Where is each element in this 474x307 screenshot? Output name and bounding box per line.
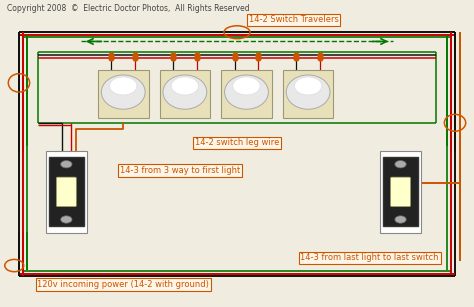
Ellipse shape	[163, 75, 207, 109]
FancyBboxPatch shape	[46, 151, 87, 233]
Text: 14-2 Switch Travelers: 14-2 Switch Travelers	[249, 15, 339, 25]
Circle shape	[61, 216, 72, 223]
FancyBboxPatch shape	[380, 151, 421, 233]
FancyBboxPatch shape	[159, 70, 210, 118]
FancyBboxPatch shape	[98, 70, 148, 118]
Circle shape	[61, 161, 72, 168]
Text: 120v incoming power (14-2 with ground): 120v incoming power (14-2 with ground)	[37, 280, 209, 289]
Circle shape	[395, 216, 406, 223]
Ellipse shape	[109, 77, 137, 95]
FancyBboxPatch shape	[49, 157, 84, 226]
Text: 14-3 from last light to last switch: 14-3 from last light to last switch	[301, 253, 439, 262]
Ellipse shape	[101, 75, 145, 109]
FancyBboxPatch shape	[283, 70, 333, 118]
Ellipse shape	[225, 75, 268, 109]
Text: Copyright 2008  ©  Electric Doctor Photos,  All Rights Reserved: Copyright 2008 © Electric Doctor Photos,…	[7, 4, 250, 13]
FancyBboxPatch shape	[56, 177, 76, 207]
Circle shape	[395, 161, 406, 168]
FancyBboxPatch shape	[19, 32, 455, 276]
Ellipse shape	[286, 75, 330, 109]
Ellipse shape	[294, 77, 322, 95]
FancyBboxPatch shape	[383, 157, 418, 226]
FancyBboxPatch shape	[221, 70, 272, 118]
Text: 14-3 from 3 way to first light: 14-3 from 3 way to first light	[120, 166, 240, 175]
FancyBboxPatch shape	[391, 177, 410, 207]
Ellipse shape	[233, 77, 260, 95]
Text: 14-2 switch leg wire: 14-2 switch leg wire	[195, 138, 279, 147]
Ellipse shape	[171, 77, 199, 95]
